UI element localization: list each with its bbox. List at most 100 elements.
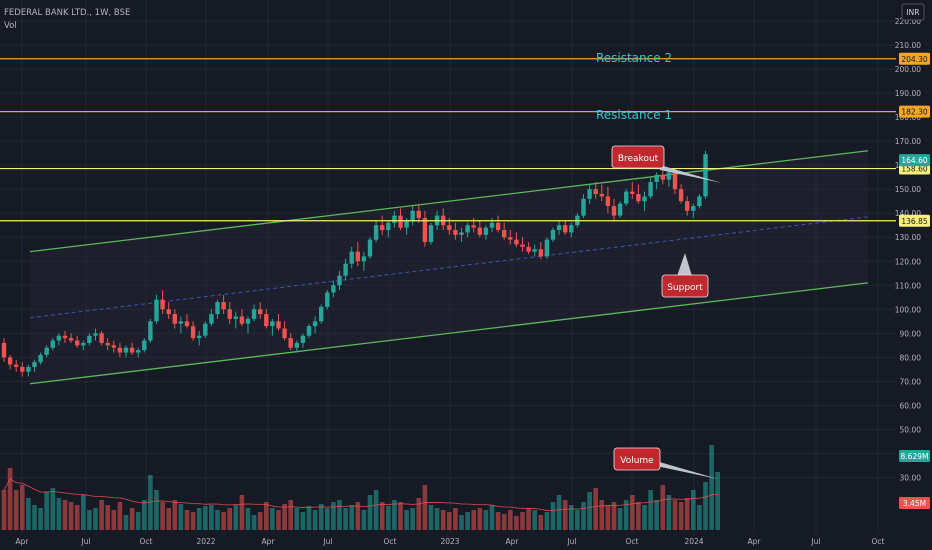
volume-bar — [453, 508, 458, 530]
candle-body — [337, 275, 342, 286]
candle-body — [422, 218, 428, 243]
level-204.30-badge[interactable] — [899, 52, 930, 65]
volume-bar — [300, 512, 306, 530]
price-tick-label: 200.00 — [895, 65, 921, 74]
volume-bar — [532, 510, 537, 530]
volume-bar — [691, 490, 696, 530]
volume-value-badge[interactable] — [899, 450, 930, 462]
candle-body — [154, 299, 159, 322]
candle-body — [678, 189, 684, 202]
volume-bar — [184, 510, 190, 530]
symbol-title: FEDERAL BANK LTD., 1W, BSE — [4, 8, 130, 18]
candle-body — [75, 340, 80, 346]
level-136.85-text[interactable]: 136.85 — [901, 217, 927, 226]
volume-ma-value-badge[interactable] — [899, 497, 930, 509]
horizontal-levels[interactable] — [0, 58, 896, 222]
candle-body — [685, 201, 690, 211]
volume-bar — [312, 510, 318, 530]
volume-bar — [465, 512, 470, 530]
volume-ma-value-text[interactable]: 3.45M — [903, 499, 926, 508]
candle-body — [642, 196, 647, 202]
volume-bar — [483, 510, 489, 530]
time-tick-label: Jul — [566, 537, 576, 546]
volume-bar — [117, 502, 123, 530]
price-axis[interactable]: 220.00210.00200.00190.00180.00170.00160.… — [895, 0, 932, 550]
candle-body — [538, 249, 543, 257]
resistance-1-label[interactable]: Resistance 1 — [596, 108, 672, 122]
volume-bar — [166, 508, 171, 530]
candle-body — [239, 316, 245, 324]
volume-callout[interactable] — [613, 447, 661, 471]
candle-body — [483, 227, 489, 235]
price-channel[interactable] — [29, 150, 869, 385]
channel-upper-line[interactable] — [29, 150, 869, 253]
breakout-callout-text[interactable]: Breakout — [618, 154, 659, 164]
currency-button[interactable]: INR — [901, 3, 925, 21]
volume-bar — [325, 508, 330, 530]
volume-indicator-label: Vol — [4, 21, 17, 31]
candle-body — [129, 347, 135, 353]
candle-body — [703, 154, 708, 197]
level-136.85-badge[interactable] — [899, 214, 930, 227]
volume-bar — [672, 500, 678, 530]
price-tick-label: 80.00 — [900, 353, 922, 362]
candle-body — [166, 309, 171, 315]
candle-body — [593, 189, 598, 195]
price-tick-label: 50.00 — [900, 425, 922, 434]
volume-value-text[interactable]: 8.629M — [901, 452, 929, 461]
candle-body — [672, 172, 678, 190]
volume-bar — [38, 508, 43, 530]
volume-bar — [636, 502, 641, 530]
volume-bar — [288, 500, 293, 530]
candle-body — [587, 189, 592, 199]
candle-body — [489, 222, 495, 228]
support-callout-text[interactable]: Support — [667, 283, 703, 293]
volume-bar — [142, 500, 147, 530]
volume-bar — [514, 516, 519, 530]
candle-body — [215, 302, 220, 315]
volume-bar — [135, 512, 141, 530]
candle-body — [123, 347, 129, 353]
volume-bar — [678, 502, 684, 530]
volume-callout-text[interactable]: Volume — [620, 456, 654, 466]
candle-body — [178, 321, 184, 324]
candle-body — [660, 174, 665, 180]
channel-lower-line[interactable] — [29, 282, 869, 385]
volume-bar — [160, 502, 165, 530]
support-callout[interactable] — [661, 274, 709, 298]
annotations[interactable]: Resistance 2 Resistance 1 Breakout Support V… — [596, 51, 722, 479]
currency-label[interactable]: INR — [906, 8, 919, 17]
last-price-badge[interactable] — [899, 154, 930, 167]
level-204.30-text[interactable]: 204.30 — [901, 55, 927, 64]
level-182.30-badge[interactable] — [899, 105, 930, 118]
volume-bar — [715, 472, 720, 530]
volume-bar — [703, 482, 708, 530]
breakout-callout[interactable] — [611, 145, 665, 169]
volume-bar — [550, 502, 556, 530]
breakout-pointer — [660, 165, 722, 183]
time-tick-label: Jul — [80, 537, 90, 546]
price-tick-label: 30.00 — [900, 473, 922, 482]
price-tick-label: 100.00 — [895, 305, 921, 314]
candle-body — [544, 239, 550, 257]
candle-body — [209, 314, 214, 324]
candle-body — [38, 354, 43, 363]
candle-body — [617, 203, 623, 216]
candle-body — [142, 340, 147, 351]
currency-button-frame[interactable] — [901, 3, 925, 21]
volume-bar — [44, 492, 49, 530]
volume-bar — [447, 512, 452, 530]
candle-body — [258, 309, 263, 315]
volume-bar — [404, 510, 409, 530]
volume-bar — [81, 495, 86, 530]
volume-bar — [581, 502, 586, 530]
time-axis[interactable]: Apr Jul Oct 2022 Apr Jul Oct 2023 Apr Jul Oct 2024 A… — [16, 537, 885, 546]
last-price-text[interactable]: 164.60 — [901, 156, 927, 165]
time-tick-label: Jul — [810, 537, 820, 546]
level-182.30-text[interactable]: 182.30 — [901, 108, 927, 117]
level-158.60-text[interactable]: 158.60 — [901, 165, 927, 174]
resistance-2-label[interactable]: Resistance 2 — [596, 51, 672, 65]
channel-mid-line[interactable] — [29, 216, 869, 319]
